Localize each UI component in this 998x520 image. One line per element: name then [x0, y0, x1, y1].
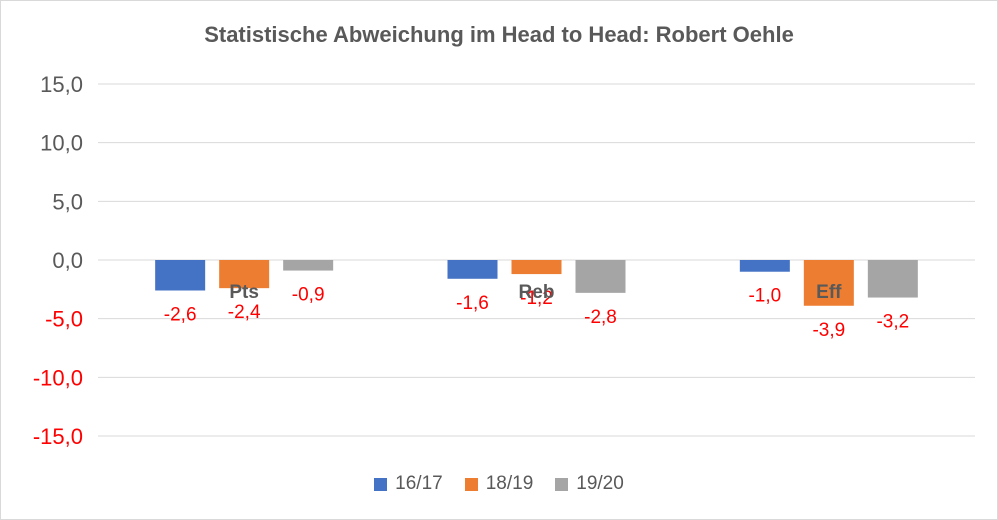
bar [155, 260, 206, 291]
legend-label: 18/19 [485, 473, 534, 494]
y-tick-label: -5,0 [45, 307, 83, 332]
data-label: -2,8 [584, 307, 617, 328]
category-label: Pts [229, 282, 259, 303]
legend-swatch [464, 477, 478, 491]
category-label: Reb [519, 282, 555, 303]
legend-item: 18/19 [464, 473, 534, 495]
legend: 16/17 18/19 19/20 [0, 473, 998, 495]
chart-title: Statistische Abweichung im Head to Head:… [204, 22, 794, 47]
legend-label: 16/17 [395, 473, 443, 494]
legend-swatch [555, 477, 569, 491]
bar [219, 260, 270, 289]
bar [283, 260, 334, 271]
data-label: -0,9 [292, 285, 325, 306]
data-label: -3,2 [876, 312, 909, 333]
bar [803, 260, 854, 306]
data-label: -1,2 [520, 288, 553, 309]
legend-label: 19/20 [576, 473, 624, 494]
bar [447, 260, 498, 279]
y-tick-label: 10,0 [40, 131, 83, 156]
bar [867, 260, 918, 298]
data-label: -2,6 [164, 305, 197, 326]
y-tick-label: -15,0 [33, 424, 83, 449]
bar [575, 260, 626, 293]
y-tick-label: 5,0 [52, 189, 83, 214]
category-label: Eff [816, 282, 842, 303]
bar [511, 260, 562, 275]
legend-swatch [374, 477, 388, 491]
bar [739, 260, 790, 272]
data-label: -1,6 [456, 293, 489, 314]
y-tick-label: 0,0 [52, 248, 83, 273]
y-tick-label: -10,0 [33, 365, 83, 390]
data-label: -1,0 [748, 286, 781, 307]
data-label: -2,4 [228, 302, 261, 323]
data-label: -3,9 [812, 320, 845, 341]
legend-item: 16/17 [374, 473, 443, 495]
legend-item: 19/20 [555, 473, 624, 495]
y-tick-label: 15,0 [40, 72, 83, 97]
